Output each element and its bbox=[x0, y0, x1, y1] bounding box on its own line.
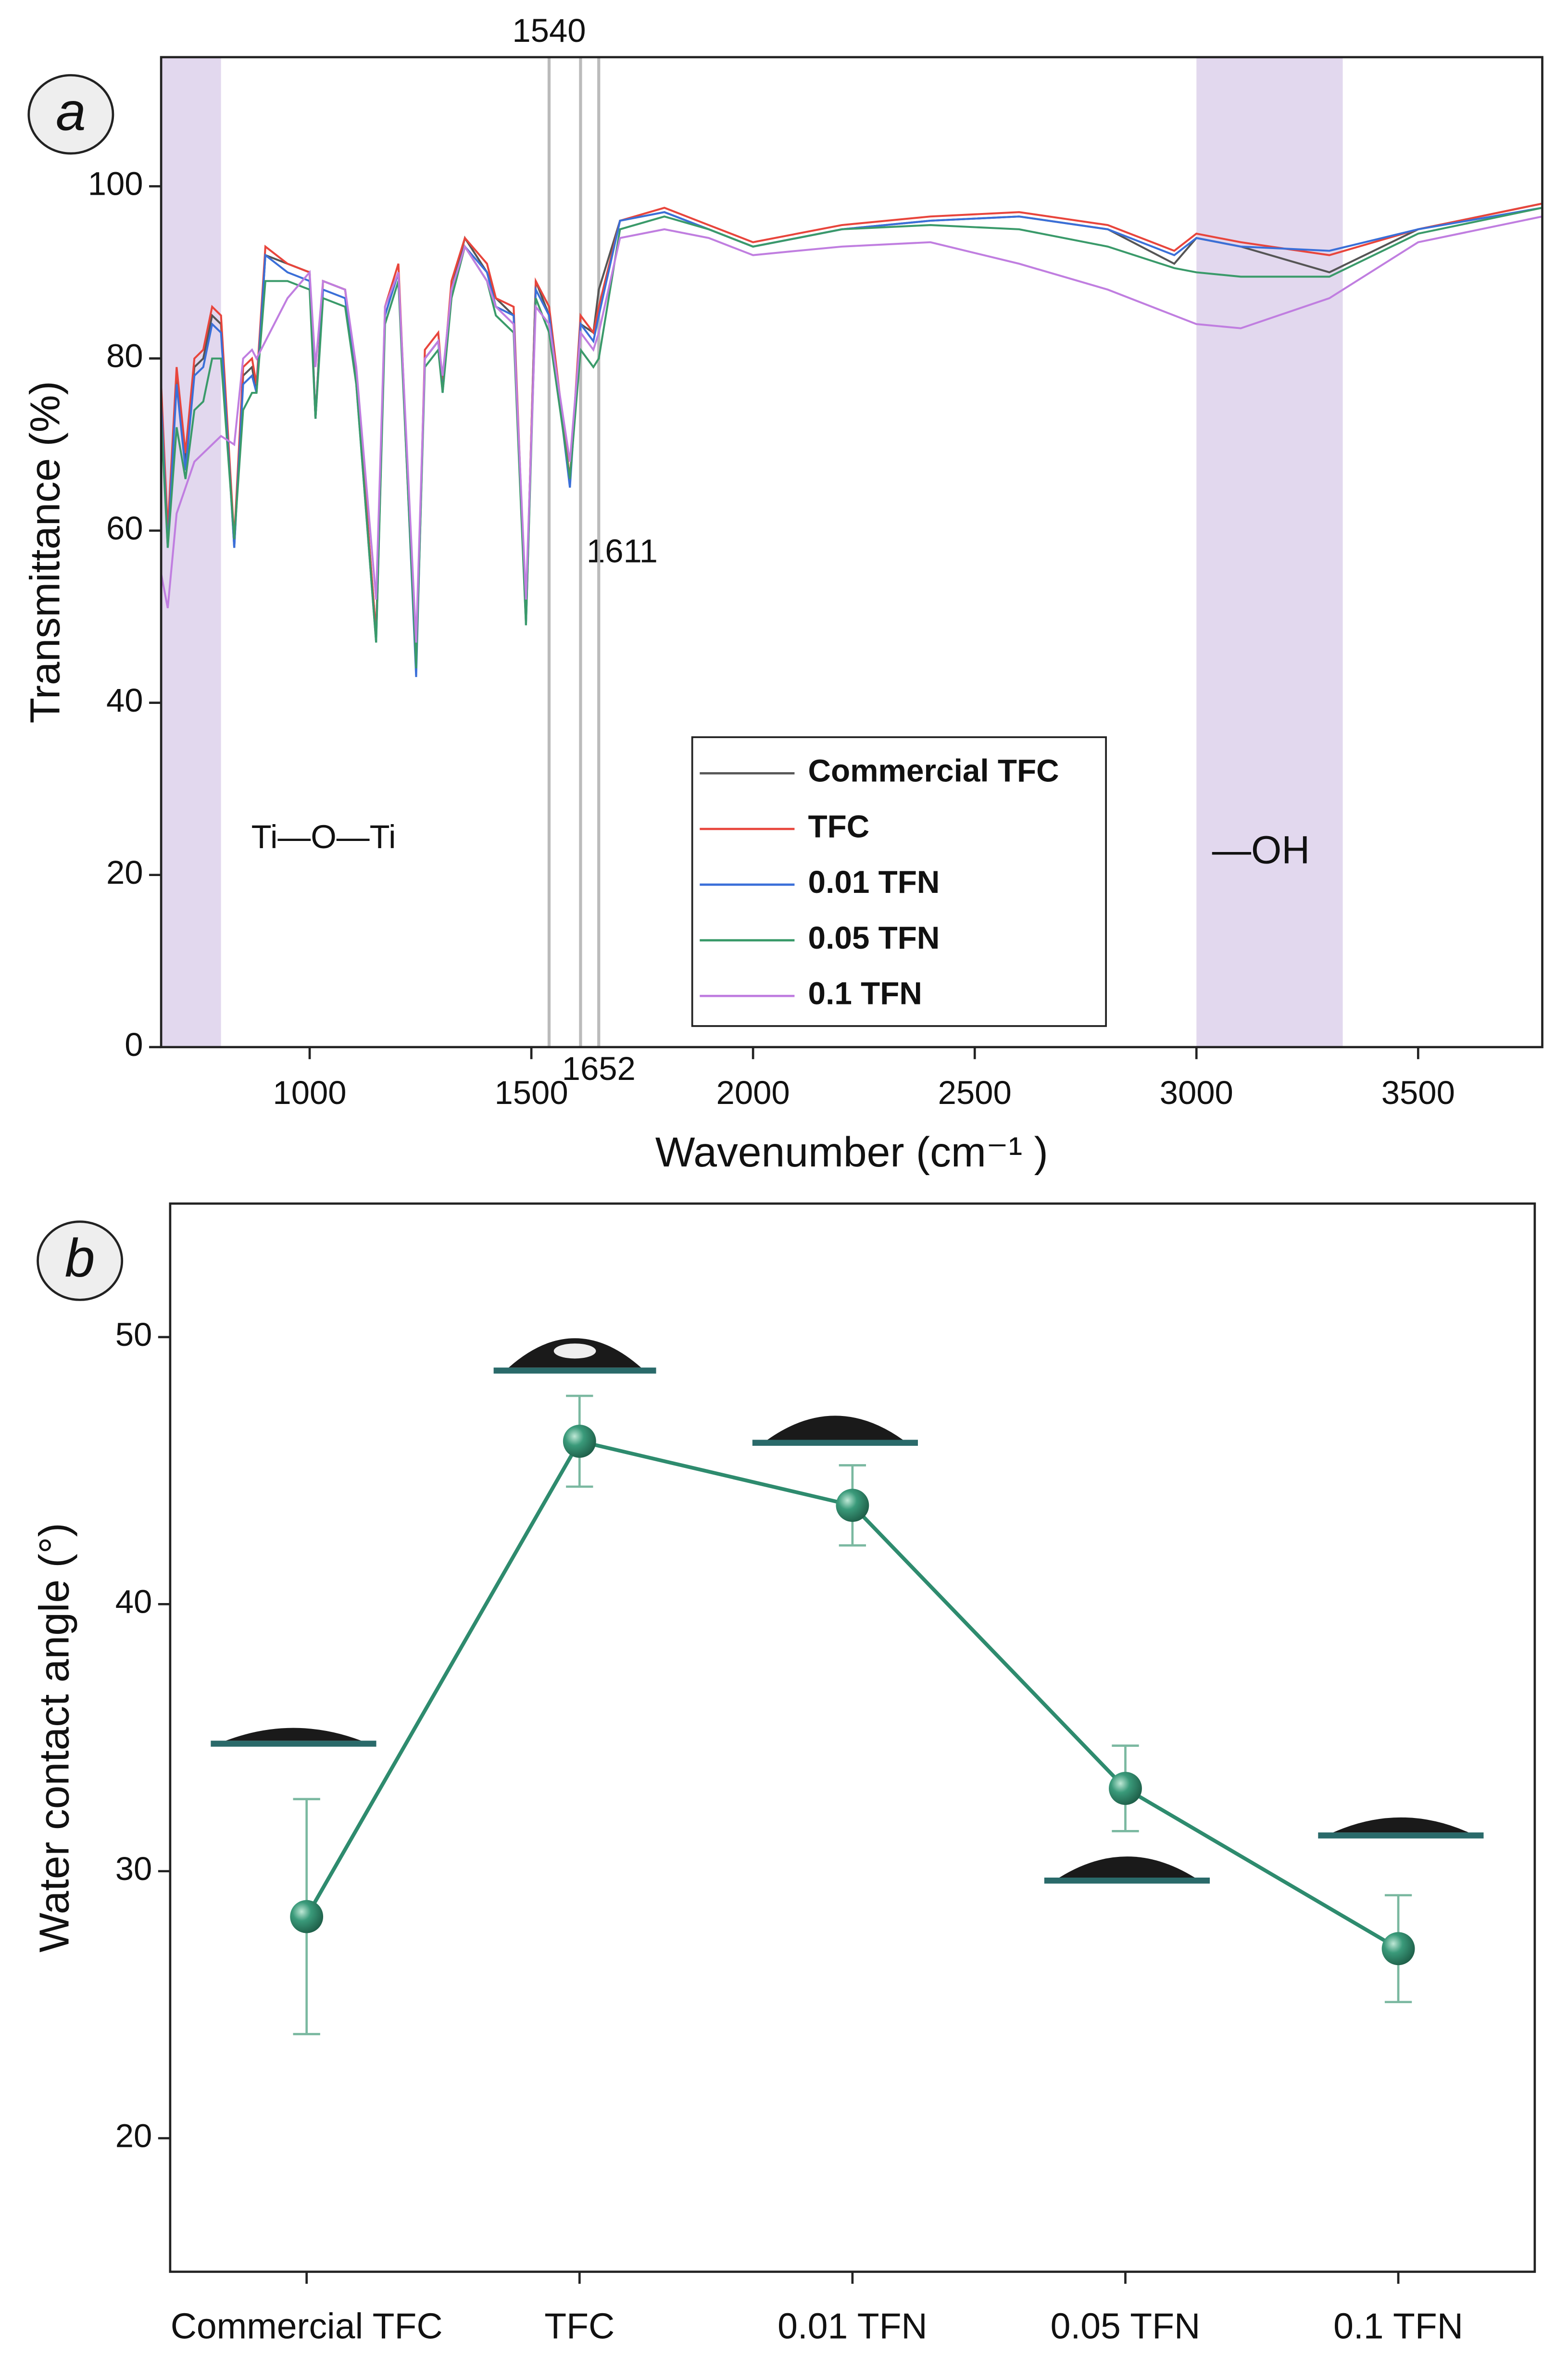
reference-label: 1540 bbox=[512, 12, 586, 49]
y-tick-label: 80 bbox=[106, 338, 143, 375]
spectrum-line bbox=[160, 215, 1543, 643]
y-tick-label: 40 bbox=[115, 1583, 152, 1620]
y-tick-label: 60 bbox=[106, 510, 143, 547]
legend-label: 0.05 TFN bbox=[808, 920, 940, 955]
legend-label: 0.1 TFN bbox=[808, 976, 922, 1011]
y-axis-label: Water contact angle (°) bbox=[30, 1523, 77, 1953]
plot-frame bbox=[160, 56, 1543, 1049]
panel-badge bbox=[27, 74, 114, 155]
y-axis-label: Transmittance (%) bbox=[22, 381, 69, 723]
x-tick-label: 1500 bbox=[495, 1074, 568, 1111]
y-tick-label: 50 bbox=[115, 1316, 152, 1353]
data-point bbox=[563, 1425, 596, 1458]
legend-box bbox=[691, 736, 1107, 1027]
data-point bbox=[1381, 1932, 1415, 1966]
x-tick-label: 0.01 TFN bbox=[778, 2306, 928, 2346]
shaded-region bbox=[1196, 57, 1343, 1047]
data-point bbox=[1109, 1772, 1142, 1805]
legend-label: Commercial TFC bbox=[808, 753, 1059, 789]
droplets bbox=[211, 1338, 1484, 1884]
y-tick-label: 100 bbox=[88, 165, 143, 202]
y-tick-label: 0 bbox=[125, 1026, 143, 1063]
plot-frame bbox=[169, 1202, 1536, 2273]
x-tick-label: Commercial TFC bbox=[171, 2306, 443, 2346]
panel-badge bbox=[37, 1220, 124, 1301]
annotation: —OH bbox=[1212, 828, 1310, 872]
x-tick-label: TFC bbox=[544, 2306, 615, 2346]
x-axis-label: Wavenumber (cm⁻¹ ) bbox=[655, 1128, 1048, 1176]
y-tick-label: 20 bbox=[115, 2117, 152, 2154]
x-tick-label: 2000 bbox=[716, 1074, 790, 1111]
y-tick-label: 30 bbox=[115, 1850, 152, 1887]
y-tick-label: 40 bbox=[106, 682, 143, 719]
legend-label: TFC bbox=[808, 809, 870, 844]
x-tick-label: 1000 bbox=[273, 1074, 346, 1111]
reference-label: 1652 bbox=[562, 1050, 636, 1087]
x-tick-label: 0.05 TFN bbox=[1051, 2306, 1201, 2346]
annotation: Ti—O—Ti bbox=[251, 818, 396, 855]
y-tick-label: 20 bbox=[106, 854, 143, 891]
panel-label: a bbox=[56, 81, 86, 142]
data-point bbox=[290, 1900, 324, 1933]
x-tick-label: 2500 bbox=[938, 1074, 1012, 1111]
data-point bbox=[836, 1489, 869, 1522]
x-tick-label: 3500 bbox=[1381, 1074, 1455, 1111]
legend-label: 0.01 TFN bbox=[808, 865, 940, 900]
panel-label: b bbox=[65, 1228, 95, 1288]
shaded-region bbox=[161, 57, 221, 1047]
x-tick-label: 3000 bbox=[1160, 1074, 1233, 1111]
x-tick-label: 0.1 TFN bbox=[1333, 2306, 1463, 2346]
